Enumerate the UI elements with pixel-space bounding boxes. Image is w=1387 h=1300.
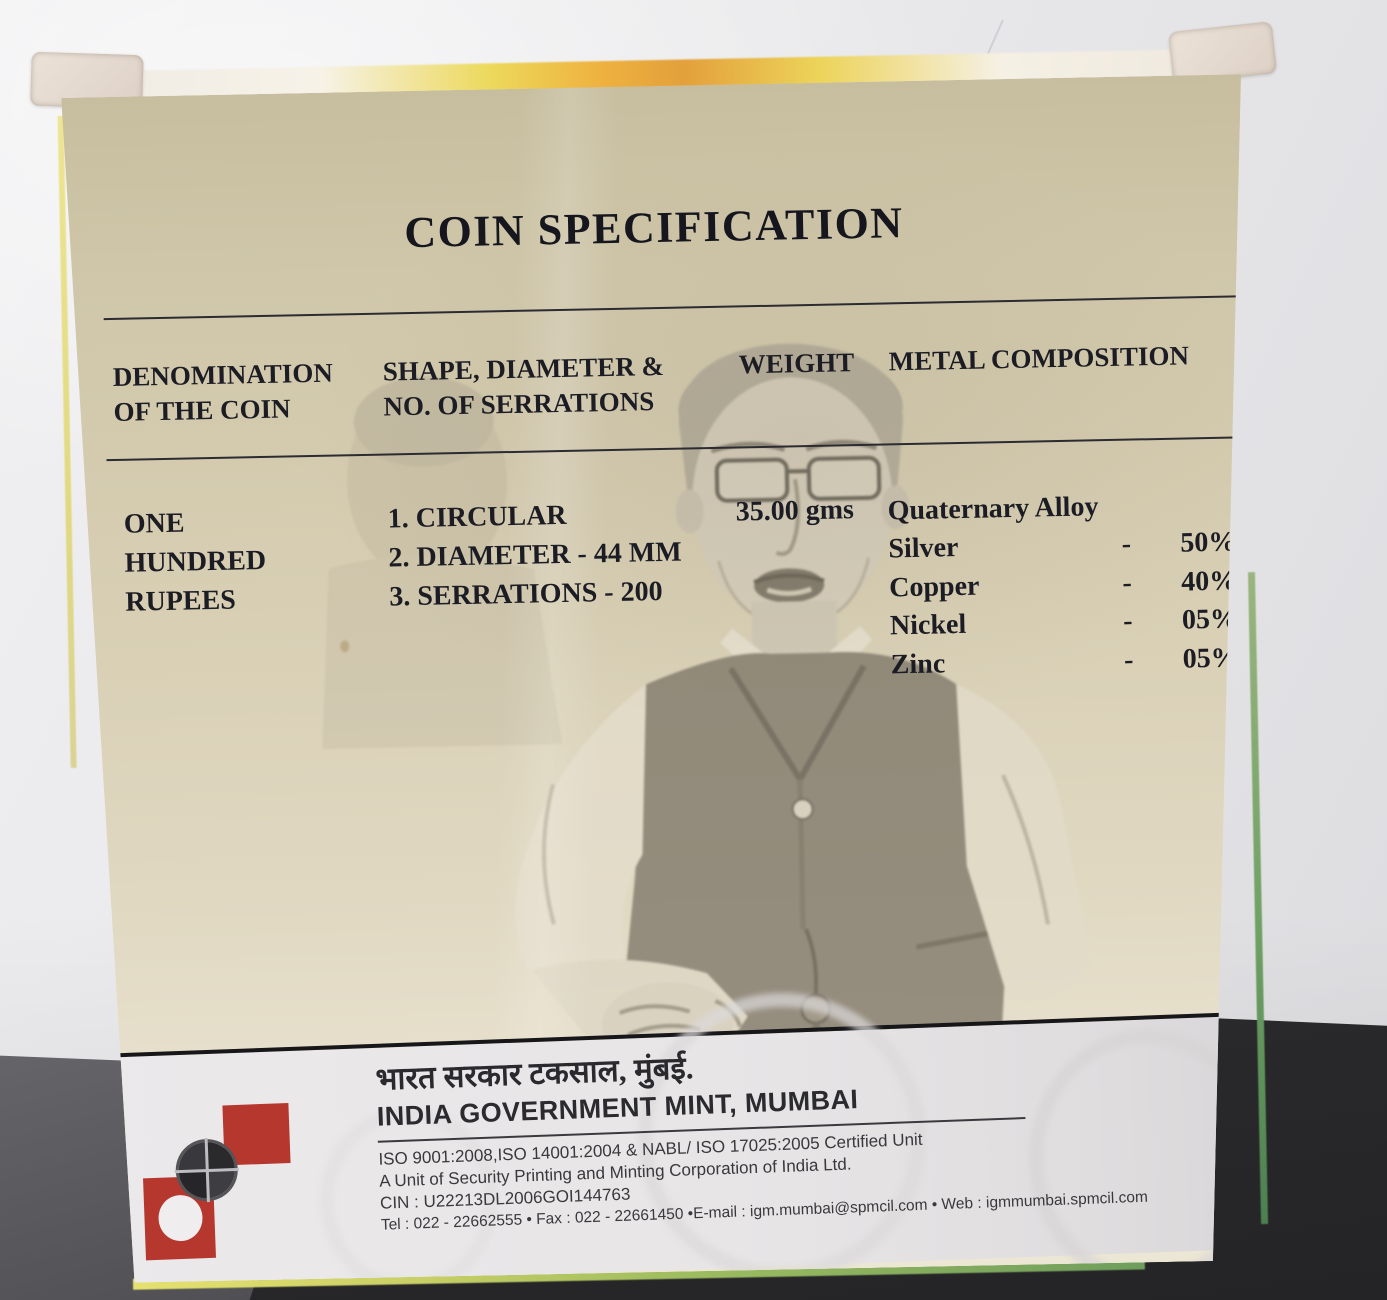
shape-item: 3. SERRATIONS - 200: [388, 575, 663, 613]
denomination-line: RUPEES: [125, 584, 237, 618]
col-header-shape: SHAPE, DIAMETER & NO. OF SERRATIONS: [382, 349, 665, 425]
coin-box: COIN SPECIFICATION DENOMINATION OF THE C…: [30, 21, 1278, 1290]
spec-panel: COIN SPECIFICATION DENOMINATION OF THE C…: [61, 74, 1265, 1283]
dash-separator: -: [1123, 644, 1134, 676]
shape-item: 1. CIRCULAR: [387, 499, 567, 535]
metal-percent: 40%: [1180, 564, 1238, 598]
col-header-denomination: DENOMINATION OF THE COIN: [112, 356, 333, 430]
logo-white-circle: [158, 1194, 204, 1242]
denomination-cell: ONE HUNDRED RUPEES: [123, 502, 267, 622]
dash-separator: -: [1122, 567, 1133, 599]
header-line: OF THE COIN: [113, 393, 291, 427]
metal-percent: 05%: [1181, 603, 1239, 636]
header-line: SHAPE, DIAMETER &: [382, 350, 665, 387]
weight-cell: 35.00 gms: [735, 494, 855, 528]
header-line: DENOMINATION: [112, 357, 334, 392]
mint-footer-strip: भारत सरकार टकसाल, मुंबई. INDIA GOVERNMEN…: [74, 1011, 1264, 1284]
metal-percent: 05%: [1182, 641, 1239, 675]
dash-separator: -: [1121, 528, 1132, 560]
mint-text-block: भारत सरकार टकसाल, मुंबई. INDIA GOVERNMEN…: [375, 1028, 1261, 1235]
metal-name: Silver: [888, 532, 959, 565]
composition-table: Silver - 50% Copper - 40% Nickel - 05% Z…: [888, 523, 1239, 684]
header-line: NO. OF SERRATIONS: [383, 386, 655, 422]
metal-name: Copper: [888, 570, 980, 603]
denomination-line: HUNDRED: [124, 544, 267, 579]
metal-percent: 50%: [1180, 526, 1237, 559]
tape-piece-right: [1168, 21, 1278, 85]
spmcil-logo: [140, 1103, 298, 1268]
col-header-weight: WEIGHT: [738, 345, 854, 382]
dash-separator: -: [1122, 605, 1133, 637]
metal-name: Zinc: [890, 647, 946, 680]
logo-coin-crosshair-icon: [178, 1141, 236, 1199]
col-header-metal-composition: METAL COMPOSITION: [888, 338, 1189, 379]
denomination-line: ONE: [123, 507, 185, 540]
alloy-title: Quaternary Alloy: [887, 491, 1099, 527]
panel-stain: [340, 640, 349, 652]
header-line: WEIGHT: [738, 347, 855, 380]
metal-name: Nickel: [889, 608, 967, 642]
logo-red-square-top: [222, 1103, 290, 1165]
header-line: METAL COMPOSITION: [888, 340, 1190, 377]
composition-row: Zinc - 05%: [890, 639, 1239, 684]
shape-cell: 1. CIRCULAR 2. DIAMETER - 44 MM 3. SERRA…: [387, 494, 682, 617]
shape-item: 2. DIAMETER - 44 MM: [388, 536, 682, 574]
